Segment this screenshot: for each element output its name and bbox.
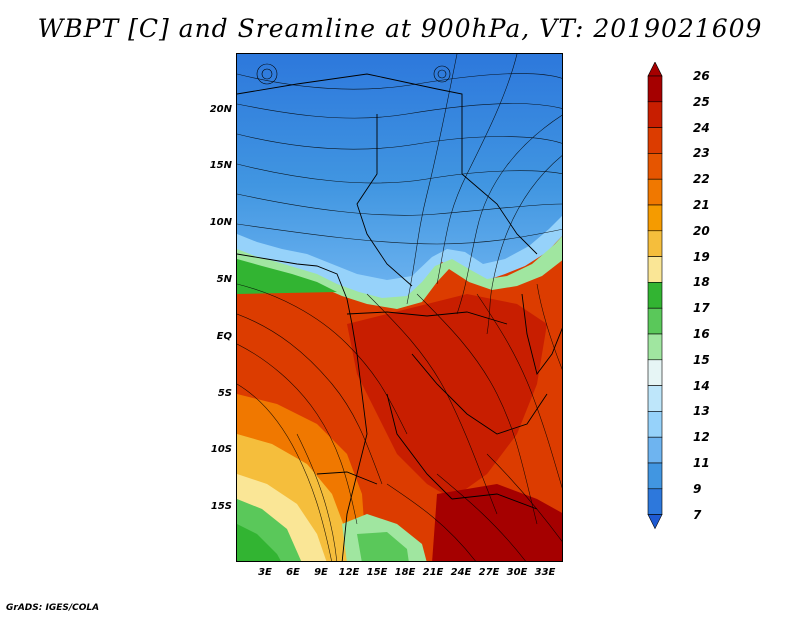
colorbar-level-label: 13 <box>693 404 710 419</box>
colorbar-swatch <box>647 488 663 515</box>
colorbar-swatch <box>647 359 663 386</box>
colorbar-swatch <box>647 411 663 438</box>
colorbar-level-label: 21 <box>693 198 710 212</box>
lon-label-33e: 33E <box>534 567 556 578</box>
lat-label-5n: 5N <box>216 274 232 285</box>
lon-label-21e: 21E <box>422 567 444 578</box>
wbpt-streamline-map <box>237 54 562 561</box>
lon-label-15e: 15E <box>366 567 388 578</box>
colorbar-level-label: 18 <box>693 275 710 290</box>
colorbar-level-label: 19 <box>693 249 710 264</box>
lat-label-eq: EQ <box>216 331 232 342</box>
lon-label-30e: 30E <box>506 567 528 578</box>
colorbar-level-label: 17 <box>693 301 710 316</box>
colorbar-level-label: 12 <box>693 430 710 445</box>
colorbar-top-arrow <box>647 62 663 77</box>
colorbar-swatch <box>647 178 663 206</box>
colorbar-swatch <box>647 204 663 232</box>
colorbar-level-label: 16 <box>693 327 710 341</box>
lat-label-15n: 15N <box>209 160 232 171</box>
colorbar-level-label: 9 <box>693 481 702 496</box>
colorbar-level-label: 23 <box>693 146 710 161</box>
lat-label-10s: 10S <box>210 444 232 455</box>
footer-credit: GrADS: IGES/COLA <box>6 603 100 613</box>
colorbar-level-label: 14 <box>693 378 710 393</box>
colorbar-level-label: 24 <box>693 120 710 135</box>
lon-label-24e: 24E <box>450 567 472 578</box>
colorbar-level-label: 11 <box>693 456 710 470</box>
colorbar-level-label: 25 <box>693 94 710 109</box>
colorbar-swatch <box>647 385 663 412</box>
map-panel[interactable] <box>236 53 563 562</box>
lat-label-15s: 15S <box>210 501 232 512</box>
colorbar-level-label: 15 <box>693 352 710 367</box>
chart-title: WBPT [C] and Sreamline at 900hPa, VT: 20… <box>37 14 763 43</box>
colorbar-swatch <box>647 230 663 257</box>
colorbar-swatch <box>647 282 663 309</box>
colorbar-level-label: 7 <box>693 507 702 522</box>
colorbar-level-label: 26 <box>693 69 710 83</box>
colorbar-bottom-arrow <box>647 514 663 530</box>
lon-label-9e: 9E <box>314 567 328 578</box>
colorbar-swatch <box>647 75 663 103</box>
lon-label-18e: 18E <box>394 567 416 578</box>
colorbar-swatch <box>647 256 663 283</box>
lon-label-27e: 27E <box>478 567 500 578</box>
colorbar-level-label: 22 <box>693 172 710 187</box>
lat-label-10n: 10N <box>209 217 232 228</box>
lon-label-6e: 6E <box>286 567 300 578</box>
lon-label-3e: 3E <box>258 567 272 578</box>
colorbar-swatch <box>647 307 663 335</box>
lat-label-20n: 20N <box>209 104 232 115</box>
colorbar-swatch <box>647 333 663 361</box>
colorbar-level-label: 20 <box>693 223 710 238</box>
lat-label-5s: 5S <box>217 388 232 399</box>
colorbar <box>647 62 663 530</box>
lon-label-12e: 12E <box>338 567 360 578</box>
colorbar-swatch <box>647 127 663 154</box>
colorbar-swatch <box>647 153 663 180</box>
colorbar-swatch <box>647 462 663 490</box>
colorbar-swatch <box>647 101 663 128</box>
colorbar-swatch <box>647 436 663 464</box>
